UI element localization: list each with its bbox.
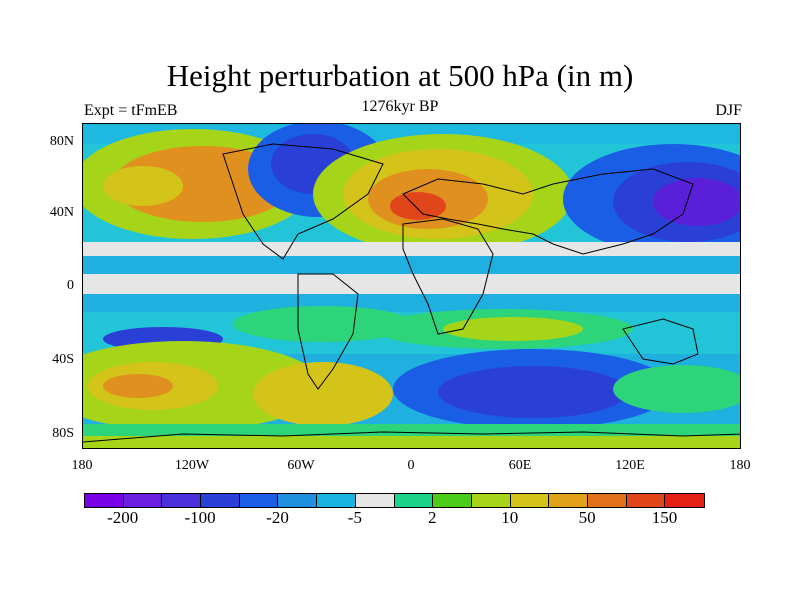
experiment-label: Expt = tFmEB [84, 102, 178, 119]
colorbar-label: -5 [347, 508, 362, 527]
colorbar-box [85, 494, 124, 507]
colorbar-box [355, 494, 395, 507]
colorbar-box [201, 494, 240, 507]
colorbar-box [123, 494, 163, 507]
lon-tick-0: 0 [407, 458, 415, 473]
lat-tick-40s: 40S [52, 352, 74, 367]
colorbar-box [162, 494, 202, 507]
contour-map [83, 124, 740, 448]
colorbar-box [510, 494, 550, 507]
lon-tick-120w: 120W [174, 458, 210, 473]
colorbar [84, 493, 705, 508]
colorbar-box [394, 494, 434, 507]
plot-title: Height perturbation at 500 hPa (in m) [166, 58, 634, 93]
lon-tick-120e: 120E [615, 458, 645, 473]
lat-tick-0: 0 [67, 278, 74, 293]
map-panel [82, 123, 741, 449]
colorbar-box [471, 494, 511, 507]
colorbar-box [317, 494, 356, 507]
lat-tick-80s: 80S [52, 426, 74, 441]
colorbar-label: -20 [266, 508, 289, 527]
colorbar-box [587, 494, 627, 507]
colorbar-box [278, 494, 318, 507]
colorbar-label: 2 [428, 508, 437, 527]
colorbar-box [665, 494, 704, 507]
lat-tick-40n: 40N [49, 205, 74, 220]
colorbar-label: 150 [651, 508, 678, 527]
colorbar-box [626, 494, 666, 507]
lon-tick-180w: 180 [71, 458, 93, 473]
colorbar-label: -100 [184, 508, 216, 527]
colorbar-box [433, 494, 472, 507]
colorbar-box [549, 494, 588, 507]
colorbar-label: 50 [578, 508, 596, 527]
lon-tick-60w: 60W [287, 458, 315, 473]
season-label: DJF [715, 102, 742, 119]
lon-tick-180e: 180 [729, 458, 751, 473]
colorbar-label: 10 [501, 508, 519, 527]
time-label: 1276kyr BP [361, 98, 439, 115]
colorbar-box [239, 494, 279, 507]
lat-tick-80n: 80N [49, 134, 74, 149]
lon-tick-60e: 60E [508, 458, 532, 473]
colorbar-label: -200 [107, 508, 139, 527]
